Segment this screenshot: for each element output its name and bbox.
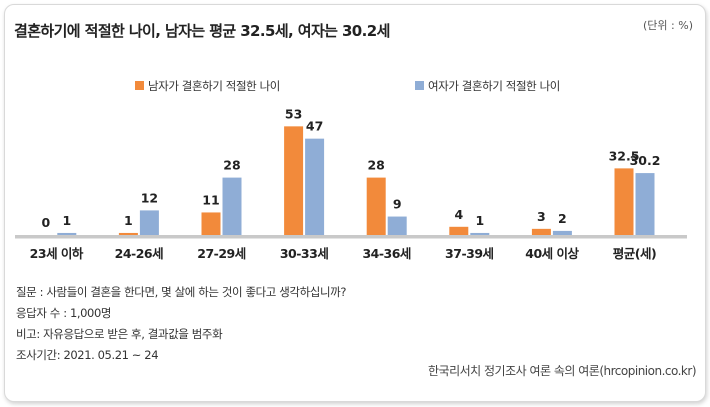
x-tick-label-5: 34-36세 (362, 246, 410, 261)
legend-label-1: 남자가 결혼하기 적절한 나이 (148, 79, 280, 93)
x-tick-label-1: 23세 이하 (30, 246, 84, 261)
value-label-female-4: 47 (306, 119, 323, 134)
chart-card (4, 4, 706, 402)
value-label-male-5: 28 (367, 158, 384, 173)
bar-male-4 (284, 126, 304, 235)
value-label-female-6: 1 (475, 213, 484, 228)
x-tick-label-3: 27-29세 (197, 246, 245, 261)
bar-female-5 (387, 216, 407, 235)
unit-label: (단위 : %) (643, 19, 693, 32)
bar-female-7 (552, 230, 572, 235)
bar-male-2 (118, 232, 138, 235)
x-tick-label-8: 평균(세) (613, 246, 656, 261)
value-label-male-7: 3 (537, 209, 546, 224)
source-credit: 한국리서치 정기조사 여론 속의 여론(hrcopinion.co.kr) (427, 364, 697, 378)
value-label-male-1: 0 (41, 215, 50, 230)
bar-male-3 (201, 212, 221, 235)
bar-male-8 (614, 168, 634, 235)
bar-female-1 (57, 232, 77, 235)
bar-female-2 (139, 210, 159, 235)
note-respondents: 응답자 수 : 1,000명 (16, 306, 112, 320)
value-label-female-5: 9 (393, 197, 402, 212)
note-remark: 비고: 자유응답으로 받은 후, 결과값을 범주화 (16, 327, 223, 341)
value-label-female-3: 28 (223, 158, 240, 173)
bar-female-4 (305, 138, 325, 235)
bar-male-7 (531, 228, 551, 235)
x-tick-label-4: 30-33세 (280, 246, 328, 261)
x-axis-baseline (15, 235, 687, 239)
bar-female-6 (470, 232, 490, 235)
value-label-male-2: 1 (124, 213, 133, 228)
x-tick-label-2: 24-26세 (115, 246, 163, 261)
bar-male-6 (449, 226, 469, 235)
x-tick-label-7: 40세 이상 (525, 246, 579, 261)
value-label-female-1: 1 (62, 213, 71, 228)
bar-female-8 (635, 173, 655, 235)
value-label-male-4: 53 (285, 106, 302, 121)
bar-male-5 (366, 177, 386, 235)
value-label-female-2: 12 (141, 190, 158, 205)
bar-female-3 (222, 177, 242, 235)
legend-swatch-2 (415, 81, 424, 90)
legend-swatch-1 (135, 81, 144, 90)
value-label-male-8: 32.5 (609, 148, 640, 163)
value-label-female-8: 30.2 (630, 153, 661, 168)
note-period: 조사기간: 2021. 05.21 ~ 24 (16, 348, 159, 362)
value-label-male-6: 4 (454, 207, 463, 222)
note-question: 질문 : 사람들이 결혼을 한다면, 몇 살에 하는 것이 좋다고 생각하십니까… (16, 285, 347, 299)
survey-notes: 질문 : 사람들이 결혼을 한다면, 몇 살에 하는 것이 좋다고 생각하십니까… (16, 282, 346, 366)
legend-label-2: 여자가 결혼하기 적절한 나이 (428, 79, 560, 93)
value-label-male-3: 11 (202, 192, 219, 207)
value-label-female-7: 2 (558, 211, 567, 226)
chart-title: 결혼하기에 적절한 나이, 남자는 평균 32.5세, 여자는 30.2세 (14, 22, 390, 40)
x-tick-label-6: 37-39세 (445, 246, 493, 261)
